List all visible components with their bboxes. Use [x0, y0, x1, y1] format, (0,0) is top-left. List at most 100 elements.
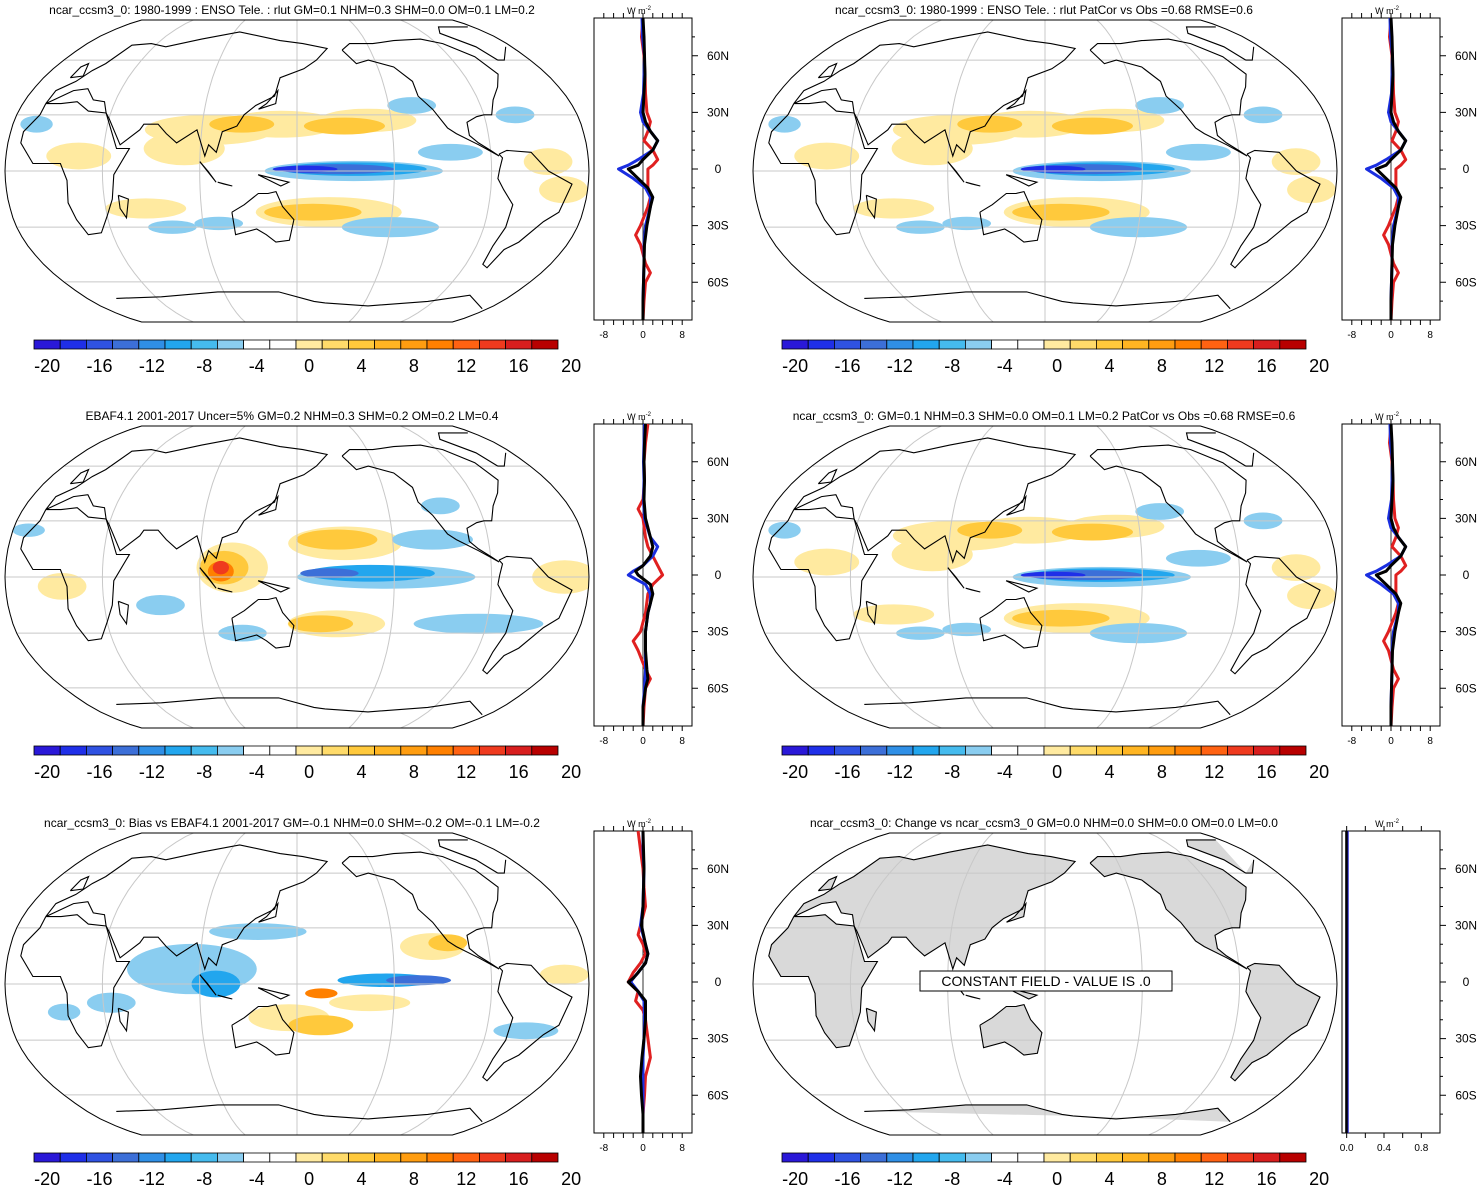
coastline [258, 901, 279, 923]
coastline [116, 1104, 483, 1123]
colorbar-tick-label: 16 [1257, 762, 1277, 782]
coastline [482, 962, 573, 1082]
colorbar-tick-label: 12 [1204, 762, 1224, 782]
coastline [437, 26, 507, 61]
colorbar-tick-label: -4 [249, 1169, 265, 1187]
coastline [45, 437, 329, 564]
profile-series-black [1374, 423, 1408, 726]
coastline [1185, 839, 1255, 874]
latitude-tick-label: 0 [1463, 975, 1470, 989]
profile-x-tick-label: 0 [1388, 330, 1394, 341]
profile-x-tick-label: -8 [599, 330, 608, 341]
latitude-tick-label: 0 [715, 568, 722, 582]
anomaly-shading [1012, 609, 1110, 627]
coastline [865, 194, 877, 220]
anomaly-shading [768, 115, 801, 133]
profile-x-tick-label: 0 [640, 736, 646, 747]
anomaly-shading [212, 560, 229, 575]
coastline [979, 596, 1043, 649]
anomaly-shading [413, 613, 544, 634]
anomaly-shading [1271, 554, 1321, 582]
colorbar-tick-label: 20 [561, 356, 581, 376]
colorbar-tick-label: 12 [456, 762, 476, 782]
latitude-tick-label: 30N [1455, 105, 1477, 119]
coastline [231, 596, 295, 649]
anomaly-shading [300, 568, 359, 579]
colorbar-tick-label: 4 [356, 762, 366, 782]
profile-x-tick-label: 0 [1388, 736, 1394, 747]
coastline [341, 851, 500, 970]
anomaly-shading [1012, 203, 1110, 221]
profile-unit: W m-2 [1375, 6, 1399, 16]
colorbar-tick-label: -20 [782, 1169, 808, 1187]
coastline [258, 88, 279, 110]
profile-x-tick-label: 8 [1427, 330, 1433, 341]
anomaly-shading [1271, 148, 1321, 176]
anomaly-shading [942, 216, 992, 231]
latitude-tick-label: 30N [1455, 511, 1477, 525]
colorbar-tick-label: 4 [1104, 356, 1114, 376]
colorbar-tick-label: -20 [34, 1169, 60, 1187]
coastline [864, 291, 1231, 310]
latitude-tick-label: 60S [1455, 275, 1476, 289]
anomaly-shading [1287, 582, 1336, 610]
latitude-tick-label: 30S [707, 625, 728, 639]
anomaly-shading [853, 604, 935, 625]
profile-unit: W m-2 [627, 6, 651, 16]
coastline [965, 994, 981, 1000]
colorbar-tick-label: 12 [456, 1169, 476, 1187]
colorbar-tick-label: 12 [456, 356, 476, 376]
anomaly-shading [305, 988, 338, 999]
colorbar-tick-label: 16 [509, 1169, 529, 1187]
constant-field-label: CONSTANT FIELD - VALUE IS .0 [941, 973, 1150, 989]
coastline [1006, 901, 1027, 923]
panel-title: ncar_ccsm3_0: Bias vs EBAF4.1 2001-2017 … [44, 816, 540, 830]
profile-unit: W m-2 [1375, 412, 1399, 422]
colorbar-tick-label: -4 [997, 762, 1013, 782]
colorbar-tick-label: -8 [196, 1169, 212, 1187]
zonal-mean-profile: W m-2 60N 30N 0 30S 60S 0.0 0.4 0.8 [1340, 819, 1477, 1154]
latitude-tick-label: 60N [1455, 49, 1477, 63]
latitude-tick-label: 0 [1463, 568, 1470, 582]
coastline [231, 190, 295, 243]
colorbar-tick-label: -16 [834, 762, 860, 782]
coastline [341, 444, 500, 563]
coastline [965, 181, 981, 187]
coastline [793, 437, 1077, 564]
coastline [817, 62, 838, 79]
coastline [1230, 149, 1321, 269]
panel-4: ncar_ccsm3_0: GM=0.1 NHM=0.3 SHM=0.0 OM=… [752, 409, 1477, 782]
coastline [199, 974, 217, 996]
colorbar-tick-label: 8 [409, 762, 419, 782]
colorbar-tick-label: -20 [34, 762, 60, 782]
panel-1: ncar_ccsm3_0: 1980-1999 : ENSO Tele. : r… [4, 3, 729, 376]
colorbar-tick-label: 20 [1309, 1169, 1329, 1187]
panel-2: ncar_ccsm3_0: 1980-1999 : ENSO Tele. : r… [752, 3, 1477, 376]
anomaly-shading [417, 143, 483, 161]
coastline [865, 1007, 877, 1033]
coastline [437, 432, 507, 467]
profile-x-tick-label: 8 [679, 1143, 685, 1154]
coastline [20, 507, 131, 642]
anomaly-shading [420, 497, 460, 515]
profile-series-black [626, 830, 650, 1133]
anomaly-shading [1051, 523, 1133, 541]
colorbar: -20 -16 -12 -8 -4 0 4 8 12 16 20 [781, 1152, 1329, 1189]
latitude-tick-label: 60S [707, 681, 728, 695]
profile-x-tick-label: 0.8 [1414, 1143, 1428, 1154]
colorbar-tick-label: 20 [561, 762, 581, 782]
coastline [979, 190, 1043, 243]
coastline [1005, 174, 1039, 187]
anomaly-shading [386, 975, 452, 986]
coastline [257, 174, 291, 187]
anomaly-shading [957, 521, 1023, 539]
latitude-tick-label: 60S [1455, 681, 1476, 695]
coastline [116, 697, 483, 716]
panel-title: ncar_ccsm3_0: Change vs ncar_ccsm3_0 GM=… [810, 816, 1278, 830]
zonal-mean-profile: W m-2 60N 30N 0 30S 60S -8 0 8 [1341, 412, 1477, 747]
profile-x-tick-label: 0 [640, 330, 646, 341]
panel-title: EBAF4.1 2001-2017 Uncer=5% GM=0.2 NHM=0.… [86, 409, 499, 423]
latitude-tick-label: 30S [1455, 625, 1476, 639]
colorbar-tick-label: 16 [1257, 356, 1277, 376]
